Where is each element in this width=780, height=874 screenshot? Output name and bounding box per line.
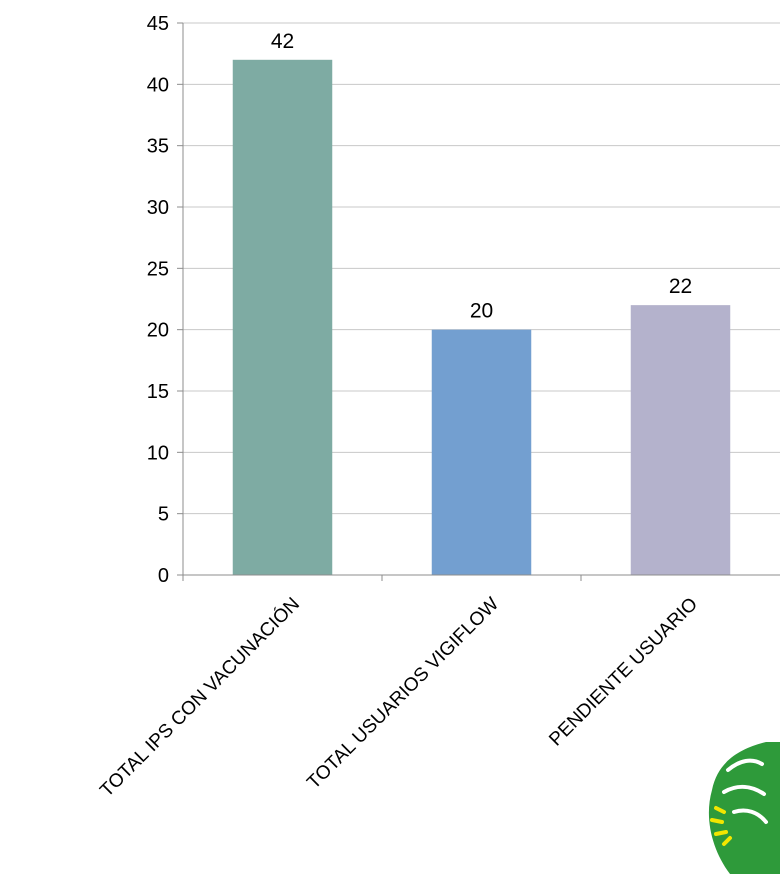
logo-sun-rays: [710, 806, 732, 846]
y-tick-label: 15: [147, 381, 169, 403]
bar: [431, 329, 532, 575]
data-label: 22: [669, 275, 692, 298]
y-axis: 0 5 10 15 20 25 30 35 40 45: [147, 13, 184, 587]
y-tick-label: 45: [147, 13, 169, 35]
y-tick-label: 25: [147, 258, 169, 280]
bars: [232, 59, 731, 576]
x-tick-label: PENDIENTE USUARIO: [545, 594, 702, 751]
x-axis: TOTAL IPS CON VACUNACIÓN TOTAL USUARIOS V…: [96, 574, 780, 801]
bar: [630, 305, 731, 575]
y-tick-label: 40: [147, 74, 169, 96]
y-tick-label: 30: [147, 197, 169, 219]
y-tick-label: 10: [147, 442, 169, 464]
y-tick-label: 20: [147, 320, 169, 342]
y-tick-label: 0: [158, 565, 169, 587]
y-tick-label: 35: [147, 136, 169, 158]
data-label: 20: [470, 300, 493, 323]
data-labels: 42 20 22: [271, 30, 692, 323]
bar: [232, 59, 333, 576]
x-tick-label: TOTAL USUARIOS VIGIFLOW: [303, 594, 503, 794]
green-leaf-logo-icon: [708, 742, 780, 874]
logo-leaf-vein: [722, 758, 768, 824]
y-tick-label: 5: [158, 504, 169, 526]
x-tick-label: TOTAL IPS CON VACUNACIÓN: [96, 593, 304, 801]
data-label: 42: [271, 30, 294, 53]
